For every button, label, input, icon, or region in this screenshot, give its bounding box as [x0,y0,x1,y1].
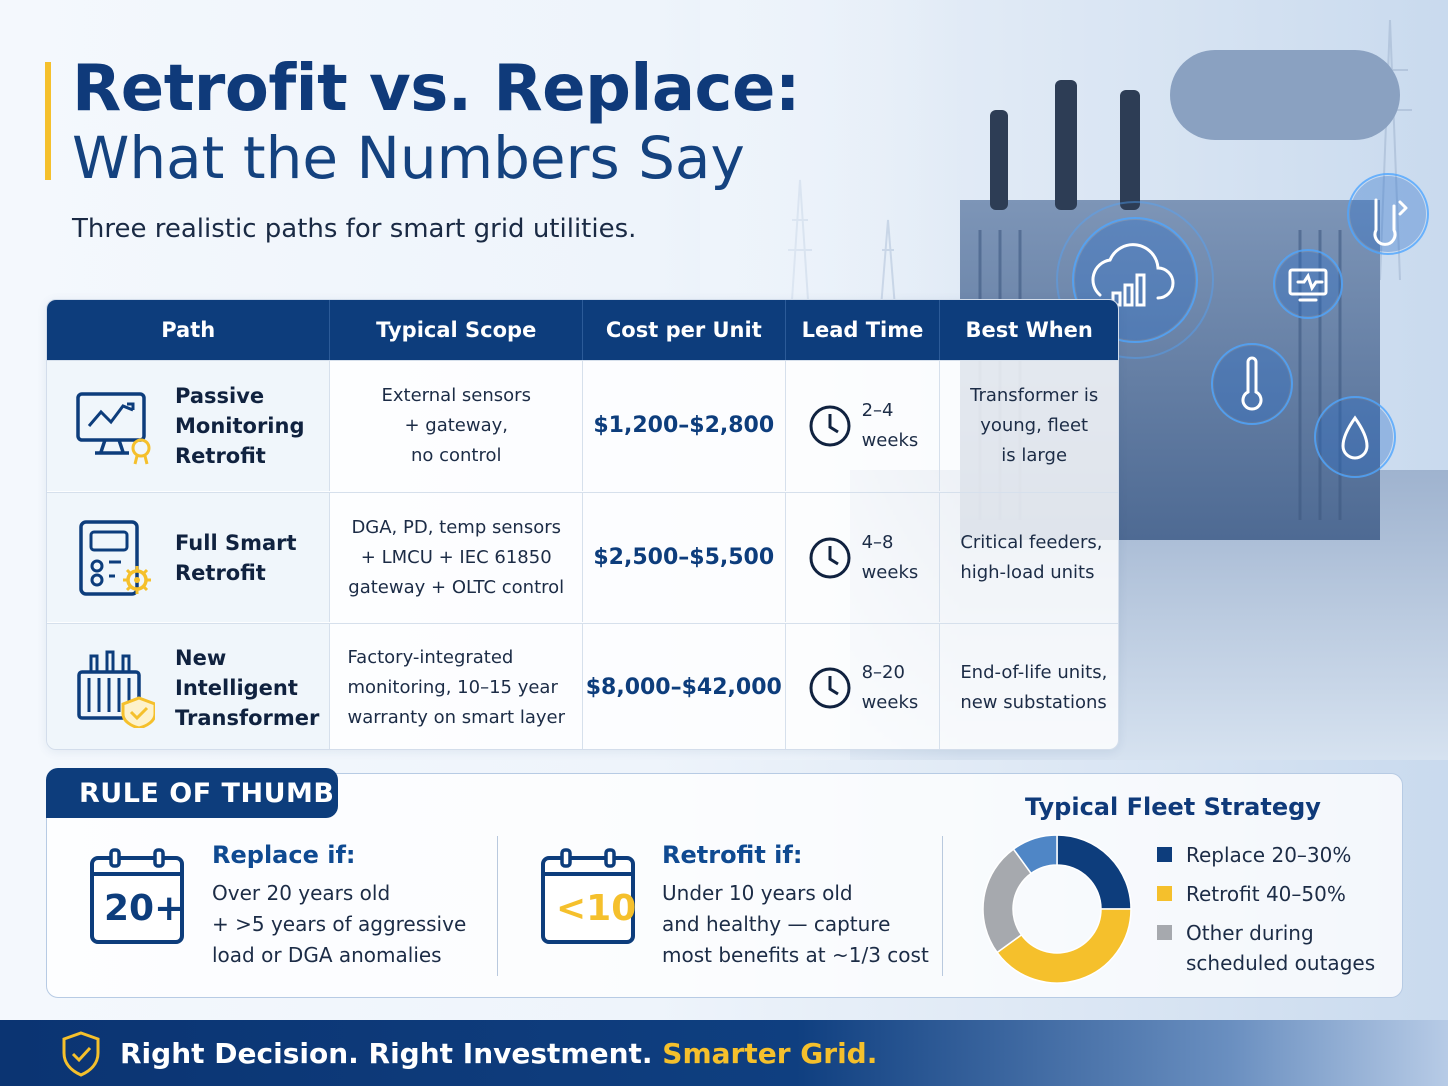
path-name: Passive Monitoring Retrofit [175,384,305,468]
transformer-shield-icon [77,650,155,728]
column-header-lead-time: Lead Time [786,300,941,360]
scope-cell: DGA, PD, temp sensors + LMCU + IEC 61850… [330,493,583,622]
replace-description: Over 20 years old + >5 years of aggressi… [212,881,467,967]
best-when-cell: Critical feeders, high-load units [960,531,1103,583]
calendar-label-retrofit: <10 [556,888,637,929]
scope-cell: External sensors + gateway, no control [330,361,583,491]
replace-heading: Replace if: [212,841,356,869]
page-subtitle: Three realistic paths for smart grid uti… [72,214,637,244]
section-divider [497,836,498,976]
control-panel-gear-icon [79,519,151,596]
page-title-line2: What the Numbers Say [72,124,745,192]
fleet-strategy-title: Typical Fleet Strategy [1025,793,1321,821]
column-header-path: Path [47,300,331,360]
comparison-table: Path Typical Scope Cost per Unit Lead Ti… [46,299,1119,750]
lead-time-cell: 4–8 weeks [786,493,941,622]
best-when-cell: Transformer is young, fleet is large [970,385,1099,466]
section-divider [942,836,943,976]
legend-swatch [1157,925,1172,940]
path-cell: Passive Monitoring Retrofit [47,361,331,491]
calendar-label-replace: 20+ [104,888,185,929]
lead-time-cell: 2–4 weeks [786,361,941,491]
monitor-chart-icon [76,392,151,465]
legend-swatch [1157,847,1172,862]
path-cell: New Intelligent Transformer [47,624,331,749]
legend-item-replace: Replace 20–30% [1157,840,1351,870]
retrofit-description: Under 10 years old and healthy — capture… [662,881,929,967]
donut-slice-0 [1056,834,1132,910]
clock-icon [809,405,851,447]
rule-of-thumb-panel [46,773,1403,998]
table-header: Path Typical Scope Cost per Unit Lead Ti… [47,300,1118,360]
calendar-icon [90,848,184,944]
path-cell: Full Smart Retrofit [47,493,331,622]
cost-cell: $8,000–$42,000 [583,624,786,749]
legend-item-retrofit: Retrofit 40–50% [1157,879,1346,909]
lead-time-cell: 8–20 weeks [786,624,941,749]
rule-of-thumb-tab: RULE OF THUMB [46,768,338,818]
clock-icon [809,667,851,708]
path-name: New Intelligent Transformer [175,645,320,730]
fleet-strategy-donut-chart [982,834,1132,984]
table-row: New Intelligent Transformer Factory-inte… [47,623,1118,749]
path-name: Full Smart Retrofit [175,530,297,585]
legend-item-other: Other during scheduled outages [1157,918,1375,978]
cost-cell: $2,500–$5,500 [583,493,786,622]
footer-banner [0,1020,1448,1086]
column-header-cost: Cost per Unit [583,300,786,360]
calendar-icon [541,848,635,944]
retrofit-heading: Retrofit if: [662,841,803,869]
column-header-scope: Typical Scope [330,300,583,360]
legend-swatch [1157,886,1172,901]
shield-check-icon [62,1031,100,1077]
cost-cell: $1,200–$2,800 [583,361,786,491]
donut-slice-1 [996,908,1132,984]
footer-tagline-accent: Smarter Grid. [662,1037,878,1070]
table-row: Passive Monitoring Retrofit External sen… [47,360,1118,491]
scope-cell: Factory-integrated monitoring, 10–15 yea… [330,624,583,749]
clock-icon [809,537,851,578]
title-accent-bar [45,62,51,180]
page-title: Retrofit vs. Replace: [72,52,800,126]
donut-slice-3 [1012,834,1058,875]
table-row: Full Smart Retrofit DGA, PD, temp sensor… [47,492,1118,622]
column-header-best-when: Best When [965,318,1093,342]
footer-tagline: Right Decision. Right Investment. Smarte… [120,1037,878,1070]
best-when-cell: End-of-life units, new substations [960,661,1108,713]
